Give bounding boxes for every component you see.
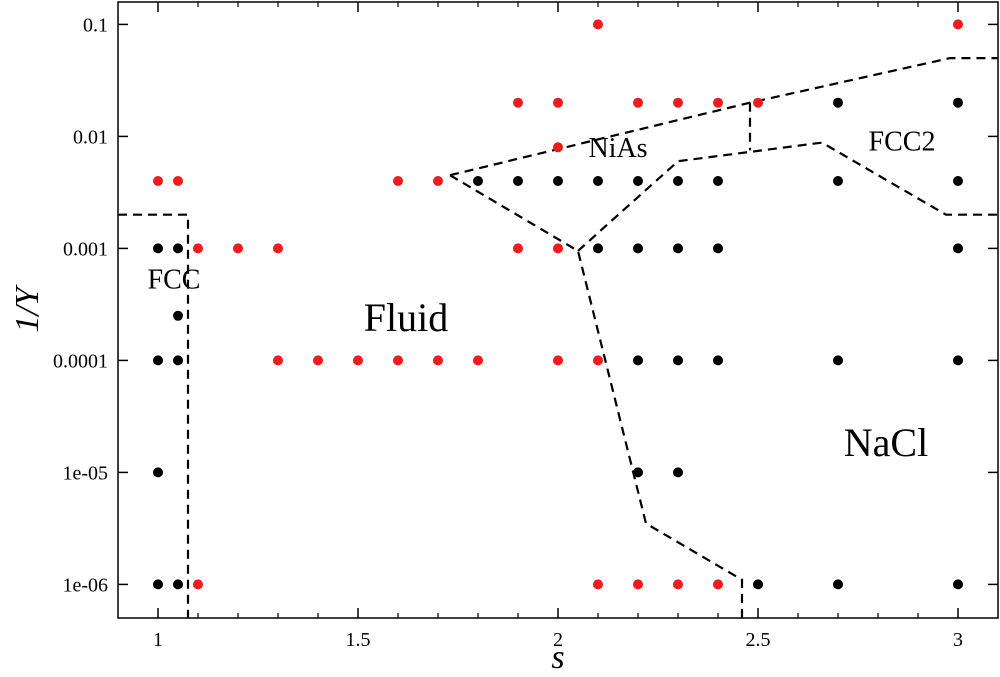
y-tick-label: 1e-05	[62, 462, 108, 484]
x-axis-ticks: 1 1.5 2 2.5 3	[153, 2, 963, 651]
point-s1-17	[953, 176, 963, 186]
phase-boundary-4	[577, 141, 998, 252]
point-s2-16	[553, 355, 563, 366]
point-s2-25	[513, 97, 523, 108]
point-s1-1	[153, 243, 163, 254]
point-s1-5	[173, 355, 183, 366]
point-s1-19	[953, 97, 963, 108]
phase-boundary-1	[118, 213, 190, 619]
point-s2-29	[713, 97, 723, 108]
point-s1-29	[953, 355, 963, 366]
region-label-nacl: NaCl	[844, 420, 928, 465]
point-s1-27	[713, 355, 723, 366]
point-s1-34	[953, 579, 963, 590]
point-s2-7	[273, 243, 283, 254]
point-s1-16	[833, 176, 843, 186]
point-s2-27	[633, 97, 643, 108]
point-s1-10	[513, 176, 523, 186]
point-s1-26	[673, 355, 683, 366]
y-axis-label: 1/Y	[9, 284, 46, 332]
region-label-fluid: Fluid	[364, 295, 448, 340]
point-s1-14	[673, 176, 683, 186]
point-s1-3	[173, 310, 183, 321]
point-s2-6	[233, 243, 243, 254]
point-s1-20	[593, 243, 603, 254]
x-axis-label: s	[551, 639, 564, 676]
region-label-fcc: FCC	[148, 265, 201, 296]
point-s1-12	[593, 176, 603, 186]
point-s2-18	[193, 579, 203, 590]
x-tick-label: 3	[953, 629, 963, 651]
point-s2-11	[313, 355, 323, 366]
point-s1-24	[953, 243, 963, 254]
point-s2-14	[433, 355, 443, 366]
y-axis-ticks: 0.1 0.01 0.001 0.0001 1e-05 1e-06	[53, 14, 998, 596]
point-s2-23	[593, 19, 603, 30]
point-s2-17	[593, 355, 603, 366]
point-s1-25	[633, 355, 643, 366]
point-s1-6	[153, 467, 163, 478]
point-s2-1	[153, 176, 163, 186]
phase-boundaries	[118, 57, 998, 619]
y-tick-label: 0.01	[73, 126, 108, 148]
y-tick-label: 0.001	[63, 238, 108, 260]
point-s1-11	[553, 176, 563, 186]
point-s1-13	[633, 176, 643, 186]
point-s1-9	[473, 176, 483, 186]
y-tick-label: 0.1	[83, 14, 108, 36]
point-s2-19	[593, 579, 603, 590]
x-tick-label: 1.5	[346, 629, 371, 651]
point-s2-13	[393, 355, 403, 366]
point-s2-28	[673, 97, 683, 108]
data-points	[153, 19, 963, 590]
point-s1-22	[673, 243, 683, 254]
point-s1-18	[833, 97, 843, 108]
point-s1-4	[153, 355, 163, 366]
y-tick-label: 1e-06	[62, 574, 108, 596]
point-s2-15	[473, 355, 483, 366]
point-s2-2	[173, 176, 183, 186]
point-s1-33	[833, 579, 843, 590]
point-s2-10	[273, 355, 283, 366]
point-s1-31	[673, 467, 683, 478]
point-s1-2	[173, 243, 183, 254]
point-s2-22	[713, 579, 723, 590]
point-s2-24	[953, 19, 963, 30]
region-label-nias: NiAs	[588, 133, 647, 164]
point-s1-8	[173, 579, 183, 590]
plot-frame	[117, 1, 999, 619]
point-s2-21	[673, 579, 683, 590]
point-s2-20	[633, 579, 643, 590]
point-s1-28	[833, 355, 843, 366]
x-tick-label: 2.5	[746, 629, 771, 651]
point-s1-21	[633, 243, 643, 254]
y-tick-label: 0.0001	[53, 350, 108, 372]
point-s2-8	[513, 243, 523, 254]
point-s1-23	[713, 243, 723, 254]
point-s2-26	[553, 97, 563, 108]
point-s2-31	[553, 142, 563, 153]
phase-boundary-3	[449, 57, 998, 177]
point-s1-30	[633, 467, 643, 478]
point-s2-4	[433, 176, 443, 186]
point-s1-15	[713, 176, 723, 186]
point-s2-9	[553, 243, 563, 254]
point-s1-7	[153, 579, 163, 590]
point-s2-30	[753, 97, 763, 108]
x-tick-label: 2	[553, 629, 563, 651]
point-s1-32	[753, 579, 763, 590]
phase-boundary-2	[449, 174, 744, 619]
point-s2-3	[393, 176, 403, 186]
point-s2-12	[353, 355, 363, 366]
point-s2-5	[193, 243, 203, 254]
region-labels: FCC Fluid NiAs FCC2 NaCl	[148, 127, 936, 465]
x-tick-label: 1	[153, 629, 163, 651]
region-label-fcc2: FCC2	[869, 127, 936, 158]
